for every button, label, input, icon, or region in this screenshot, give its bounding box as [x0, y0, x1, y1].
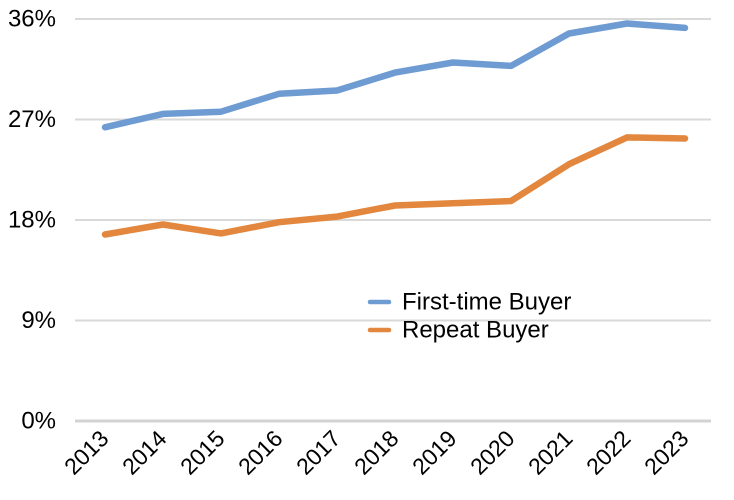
x-tick-label-2023: 2023 — [639, 425, 694, 480]
y-tick-label-9: 9% — [21, 307, 56, 334]
x-tick-label-2017: 2017 — [291, 425, 346, 480]
x-tick-label-2014: 2014 — [117, 425, 172, 480]
x-tick-label-2019: 2019 — [407, 425, 462, 480]
y-tick-label-18: 18% — [8, 207, 56, 234]
legend-label-first-time-buyer: First-time Buyer — [402, 289, 571, 316]
x-tick-label-2021: 2021 — [523, 425, 578, 480]
x-tick-label-2016: 2016 — [233, 425, 288, 480]
x-tick-label-2018: 2018 — [349, 425, 404, 480]
y-tick-label-0: 0% — [21, 408, 56, 435]
legend-item-first-time-buyer: First-time Buyer — [367, 289, 571, 316]
x-tick-label-2013: 2013 — [59, 425, 114, 480]
x-tick-label-2022: 2022 — [581, 425, 636, 480]
y-tick-label-36: 36% — [8, 6, 56, 33]
x-tick-label-2020: 2020 — [465, 425, 520, 480]
legend-label-repeat-buyer: Repeat Buyer — [402, 317, 549, 344]
series-line-first-time-buyer — [101, 20, 689, 131]
x-tick-label-2015: 2015 — [175, 425, 230, 480]
series-line-repeat-buyer — [101, 134, 689, 238]
legend-item-repeat-buyer: Repeat Buyer — [367, 317, 549, 344]
y-tick-label-27: 27% — [8, 106, 56, 133]
